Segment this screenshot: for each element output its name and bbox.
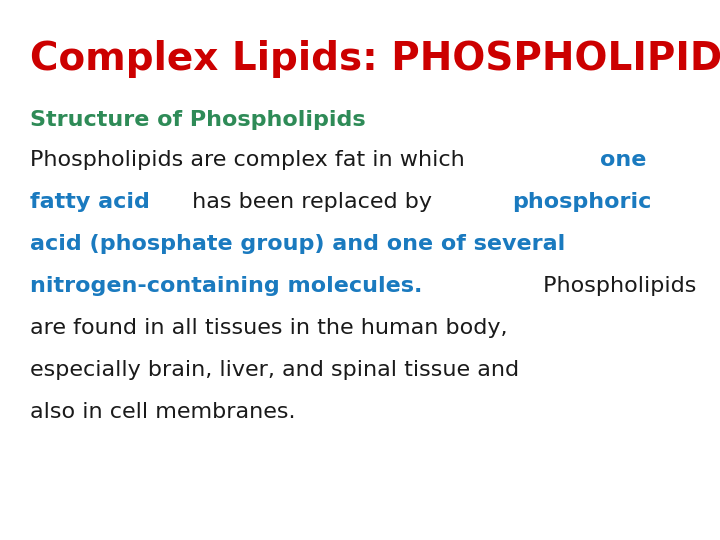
Text: fatty acid: fatty acid [30, 192, 150, 212]
Text: especially brain, liver, and spinal tissue and: especially brain, liver, and spinal tiss… [30, 360, 519, 380]
Text: also in cell membranes.: also in cell membranes. [30, 402, 295, 422]
Text: has been replaced by: has been replaced by [184, 192, 438, 212]
Text: acid (phosphate group) and one of several: acid (phosphate group) and one of severa… [30, 234, 565, 254]
Text: Complex Lipids: PHOSPHOLIPIDS: Complex Lipids: PHOSPHOLIPIDS [30, 40, 720, 78]
Text: one: one [600, 150, 647, 170]
Text: Phospholipids are complex fat in which: Phospholipids are complex fat in which [30, 150, 472, 170]
Text: are found in all tissues in the human body,: are found in all tissues in the human bo… [30, 318, 508, 338]
Text: phosphoric: phosphoric [513, 192, 652, 212]
Text: Structure of Phospholipids: Structure of Phospholipids [30, 110, 366, 130]
Text: Phospholipids: Phospholipids [536, 276, 697, 296]
Text: nitrogen-containing molecules.: nitrogen-containing molecules. [30, 276, 423, 296]
